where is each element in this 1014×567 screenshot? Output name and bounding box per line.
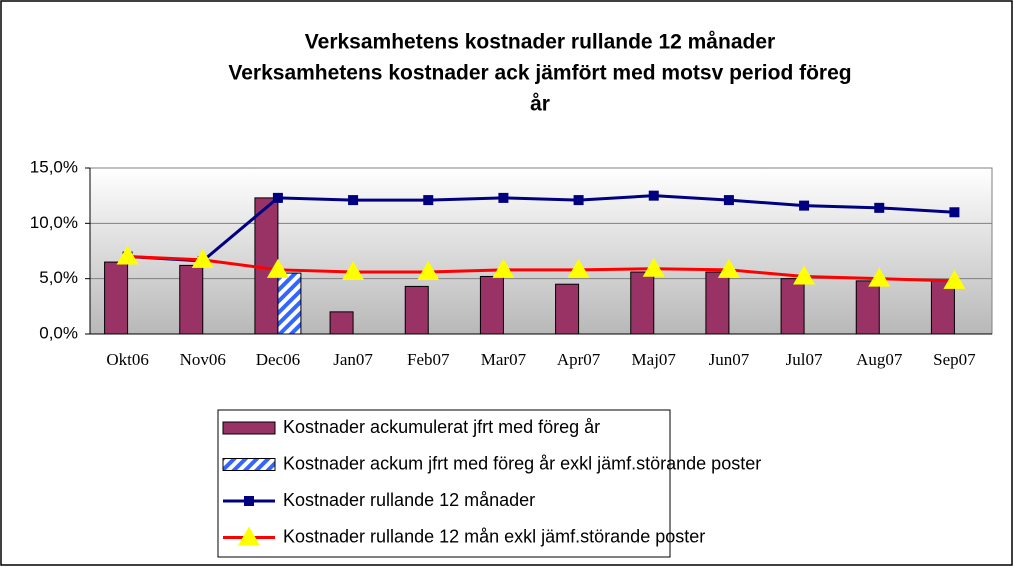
legend-label: Kostnader rullande 12 månader (283, 490, 535, 510)
x-tick-label: Nov06 (180, 350, 226, 369)
x-tick-label: Dec06 (256, 350, 300, 369)
x-tick-label: Aug07 (856, 350, 903, 369)
chart-title: Verksamhetens kostnader ack jämfört med … (228, 62, 851, 85)
y-tick-label: 5,0% (39, 268, 78, 287)
bar (277, 272, 302, 335)
legend-marker (244, 496, 254, 506)
chart-title: år (530, 93, 550, 116)
line-marker (874, 202, 885, 213)
line-marker (717, 258, 740, 278)
bar (630, 271, 655, 335)
x-tick-label: Jul07 (786, 350, 823, 369)
bar (855, 280, 880, 335)
line (127, 255, 955, 283)
line-marker (191, 248, 214, 268)
x-tick-label: Mar07 (481, 350, 527, 369)
line-marker (648, 190, 659, 201)
y-tick-label: 0,0% (39, 323, 78, 342)
line-marker (342, 261, 365, 281)
line-marker (272, 192, 283, 203)
x-tick-label: Apr07 (557, 350, 601, 369)
line-marker (567, 258, 590, 278)
line-marker (573, 195, 584, 206)
legend-label: Kostnader ackum jfrt med föreg år exkl j… (283, 453, 761, 473)
line-marker (949, 207, 960, 218)
y-tick-label: 10,0% (30, 213, 78, 232)
x-tick-label: Feb07 (407, 350, 450, 369)
line-marker (799, 200, 810, 211)
x-tick-label: Sep07 (933, 350, 976, 369)
bar (104, 261, 129, 335)
legend-swatch (222, 458, 276, 471)
bar (179, 264, 204, 335)
plot-area (89, 167, 993, 335)
line-marker (266, 258, 289, 278)
x-tick-label: Jun07 (709, 350, 750, 369)
legend-label: Kostnader rullande 12 mån exkl jämf.stör… (283, 526, 705, 546)
bar (780, 278, 805, 335)
line-marker (417, 261, 440, 281)
line-marker (423, 195, 434, 206)
bar (404, 285, 429, 335)
bar (705, 271, 730, 335)
bar (329, 311, 354, 335)
legend-box (217, 409, 671, 558)
line-marker (498, 192, 509, 203)
line-marker (116, 245, 139, 265)
line-marker (348, 195, 359, 206)
bar (479, 275, 504, 335)
line-marker (642, 257, 665, 277)
legend-marker (238, 526, 260, 546)
legend-swatch (222, 421, 276, 435)
y-tick-label: 15,0% (30, 157, 78, 176)
line-marker (868, 267, 891, 287)
line-marker (492, 258, 515, 278)
legend-label: Kostnader ackumulerat jfrt med föreg år (283, 417, 600, 437)
line (127, 194, 955, 263)
chart-title: Verksamhetens kostnader rullande 12 måna… (305, 31, 775, 54)
line-marker (793, 265, 816, 285)
bar (555, 283, 580, 335)
x-tick-label: Okt06 (106, 350, 149, 369)
x-tick-label: Maj07 (632, 350, 677, 369)
line-marker (723, 195, 734, 206)
line-marker (943, 269, 966, 289)
x-tick-label: Jan07 (333, 350, 373, 369)
